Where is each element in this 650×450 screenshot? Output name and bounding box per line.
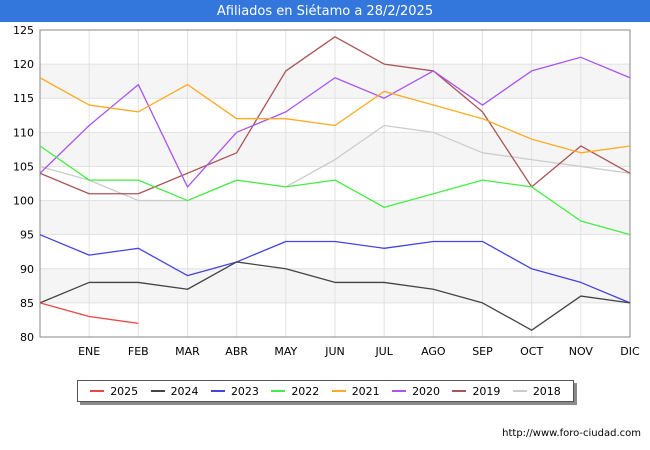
legend-swatch bbox=[392, 390, 407, 392]
legend-item-2021: 2021 bbox=[331, 384, 380, 398]
legend-item-2025: 2025 bbox=[90, 385, 138, 398]
series-line-2025 bbox=[39, 302, 139, 324]
legend-swatch bbox=[452, 390, 467, 392]
series-line-2023 bbox=[39, 234, 631, 304]
source-url: http://www.foro-ciudad.com bbox=[502, 428, 641, 439]
x-tick-label: MAR bbox=[175, 345, 200, 358]
y-tick-label: 100 bbox=[13, 195, 34, 208]
series-line-2022 bbox=[39, 145, 631, 236]
legend-label: 2025 bbox=[110, 384, 139, 398]
chart-legend: 2025 2024 2023 2022 2021 2020 2019 2018 bbox=[77, 380, 574, 402]
x-tick-label: ENE bbox=[78, 345, 100, 358]
x-tick-label: DIC bbox=[620, 345, 640, 358]
plot-frame bbox=[39, 29, 631, 338]
y-tick-label: 85 bbox=[20, 297, 34, 310]
x-tick-label: AGO bbox=[421, 345, 446, 358]
y-tick-label: 90 bbox=[20, 263, 34, 276]
legend-swatch bbox=[150, 390, 165, 392]
y-tick-label: 125 bbox=[13, 24, 34, 37]
legend-swatch bbox=[90, 390, 105, 392]
chart-title: Afiliados en Siétamo a 28/2/2025 bbox=[0, 0, 650, 22]
y-tick-label: 110 bbox=[13, 126, 34, 139]
y-tick-label: 80 bbox=[20, 331, 34, 344]
legend-label: 2022 bbox=[291, 384, 320, 398]
x-tick-label: FEB bbox=[128, 345, 149, 358]
x-tick-label: SEP bbox=[472, 345, 493, 358]
chart-title-text: Afiliados en Siétamo a 28/2/2025 bbox=[216, 3, 434, 19]
legend-item-2024: 2024 bbox=[150, 384, 199, 398]
legend-swatch bbox=[331, 390, 346, 392]
legend-label: 2023 bbox=[230, 384, 259, 398]
legend-item-2019: 2019 bbox=[452, 385, 500, 398]
y-tick-label: 95 bbox=[20, 229, 34, 242]
legend-label: 2019 bbox=[472, 384, 501, 398]
series-line-2018 bbox=[39, 124, 631, 202]
series-line-2020 bbox=[39, 56, 631, 188]
legend-label: 2021 bbox=[351, 384, 380, 398]
legend-item-2020: 2020 bbox=[392, 385, 440, 398]
legend-swatch bbox=[271, 390, 286, 392]
x-tick-label: JUN bbox=[324, 345, 345, 358]
x-tick-label: ABR bbox=[225, 345, 248, 358]
series-line-2024 bbox=[39, 261, 631, 331]
x-tick-label: JUL bbox=[374, 345, 393, 358]
y-tick-label: 105 bbox=[13, 160, 34, 173]
legend-label: 2024 bbox=[170, 384, 199, 398]
legend-swatch bbox=[210, 390, 225, 392]
series-line-2021 bbox=[39, 77, 631, 154]
x-tick-label: NOV bbox=[569, 345, 594, 358]
legend-item-2018: 2018 bbox=[512, 384, 561, 398]
legend-label: 2018 bbox=[532, 384, 561, 398]
legend-swatch bbox=[512, 390, 527, 392]
legend-item-2023: 2023 bbox=[210, 384, 259, 398]
y-tick-label: 115 bbox=[13, 92, 34, 105]
legend-label: 2020 bbox=[412, 384, 441, 398]
x-tick-label: MAY bbox=[274, 345, 297, 358]
y-tick-label: 120 bbox=[13, 58, 34, 71]
legend-item-2022: 2022 bbox=[271, 385, 319, 398]
x-tick-label: OCT bbox=[520, 345, 543, 358]
